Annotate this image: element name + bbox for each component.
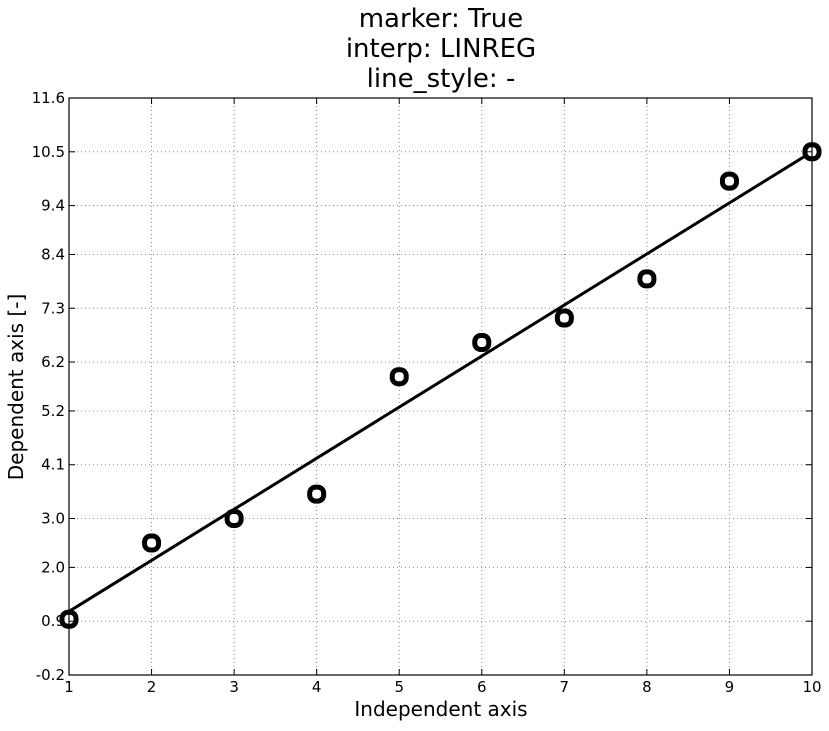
regression-line <box>68 150 813 613</box>
x-tick-label: 5 <box>394 678 404 696</box>
x-tick-label: 1 <box>64 678 74 696</box>
y-tick-label: 2.0 <box>41 558 65 576</box>
regression-line-layer <box>68 150 813 613</box>
y-tick-label: 9.4 <box>41 197 65 215</box>
y-tick-label: 8.4 <box>41 245 65 263</box>
data-point-marker <box>637 269 657 289</box>
y-tick-label: 0.9 <box>41 612 65 630</box>
y-tick-label: 5.2 <box>41 402 65 420</box>
x-axis-label: Independent axis <box>354 697 527 721</box>
x-tick-label: 2 <box>147 678 157 696</box>
data-point-marker <box>389 367 409 387</box>
y-tick-label: 4.1 <box>41 456 65 474</box>
ticks: 1 2 3 4 5 6 7 8 9 10 -0.2 0.9 2.0 3.0 4.1 5.2 6.2 7.3 8.4 9… <box>32 89 822 696</box>
data-point-marker <box>224 509 244 529</box>
y-tick-label: 6.2 <box>41 353 65 371</box>
title-line-1: marker: True <box>359 4 524 34</box>
title-line-2: interp: LINREG <box>346 34 536 64</box>
data-point-marker <box>142 533 162 553</box>
x-tick-label: 4 <box>312 678 322 696</box>
data-point-marker <box>307 484 327 504</box>
plot-frame <box>68 97 813 676</box>
x-tick-label: 9 <box>725 678 735 696</box>
y-tick-label: 7.3 <box>41 299 65 317</box>
x-tick-label: 6 <box>477 678 487 696</box>
y-tick-label: 10.5 <box>32 143 65 161</box>
x-tick-label: 7 <box>560 678 570 696</box>
data-point-marker <box>554 308 574 328</box>
data-point-marker <box>719 171 739 191</box>
y-tick-label: -0.2 <box>36 666 65 684</box>
x-tick-label: 10 <box>802 678 821 696</box>
data-point-marker <box>472 332 492 352</box>
grid <box>69 98 812 675</box>
chart-title: marker: True interp: LINREG line_style: … <box>346 4 536 94</box>
y-tick-label: 3.0 <box>41 510 65 528</box>
y-tick-label: 11.6 <box>32 89 65 107</box>
title-line-3: line_style: - <box>367 64 516 94</box>
x-tick-label: 3 <box>229 678 239 696</box>
x-tick-label: 8 <box>642 678 652 696</box>
y-axis-label: Dependent axis [-] <box>4 294 28 481</box>
